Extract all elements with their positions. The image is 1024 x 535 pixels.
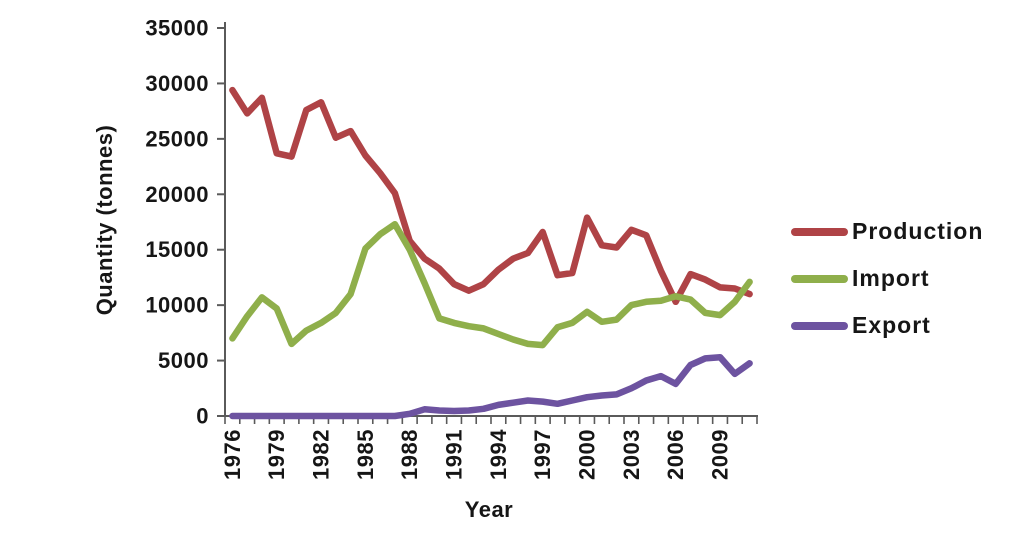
x-tick-label: 2006: [663, 429, 688, 480]
y-tick-label: 20000: [145, 182, 209, 207]
y-axis-title: Quantity (tonnes): [92, 124, 117, 316]
x-tick-label: 1982: [309, 429, 334, 480]
y-tick-label: 30000: [145, 71, 209, 96]
y-tick-label: 10000: [145, 293, 209, 318]
x-tick-label: 1985: [353, 429, 378, 480]
import-line-swatch: [791, 274, 848, 283]
x-axis-title: Year: [464, 497, 514, 522]
y-tick-label: 5000: [158, 348, 209, 373]
y-tick-label: 35000: [145, 16, 209, 41]
y-tick-label: 15000: [145, 237, 209, 262]
x-tick-label: 2003: [619, 429, 644, 480]
series-line-import: [229, 220, 753, 349]
x-tick-label: 1991: [442, 429, 467, 480]
x-tick-label: 1997: [530, 429, 555, 480]
x-tick-label: 1976: [220, 429, 245, 480]
legend-label-import: Import: [852, 265, 930, 291]
series-line-production: [229, 86, 753, 306]
series-line-export: [229, 353, 753, 420]
legend-label-production: Production: [852, 218, 984, 244]
legend-entry-import: Import: [791, 255, 1011, 302]
legend-entry-export: Export: [791, 302, 1011, 349]
legend-label-export: Export: [852, 312, 931, 338]
legend: Production Import Export: [791, 208, 1011, 349]
x-tick-label: 1988: [397, 429, 422, 480]
x-tick-label: 1979: [264, 429, 289, 480]
legend-entry-production: Production: [791, 208, 1011, 255]
x-tick-label: 2009: [708, 429, 733, 480]
y-tick-label: 25000: [145, 126, 209, 151]
x-tick-label: 1994: [486, 429, 511, 480]
production-line-swatch: [791, 227, 848, 236]
x-tick-label: 2000: [575, 429, 600, 480]
y-tick-label: 0: [196, 404, 209, 429]
export-line-swatch: [791, 321, 848, 330]
